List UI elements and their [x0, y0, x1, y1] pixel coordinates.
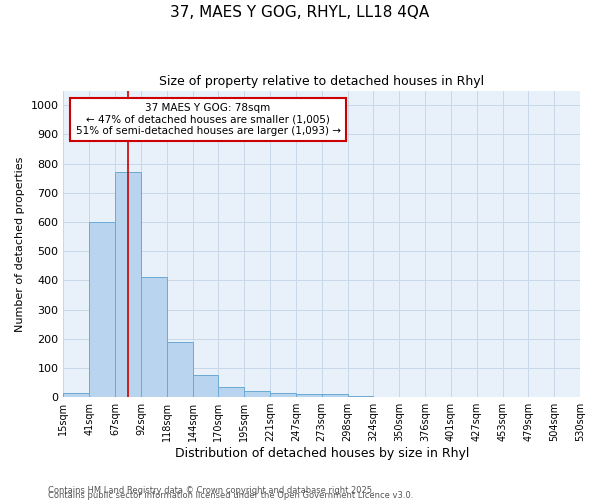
Text: 37 MAES Y GOG: 78sqm
← 47% of detached houses are smaller (1,005)
51% of semi-de: 37 MAES Y GOG: 78sqm ← 47% of detached h…	[76, 103, 341, 136]
Bar	[141, 278, 167, 397]
Bar	[167, 342, 193, 397]
Bar	[64, 393, 89, 397]
Bar	[244, 392, 270, 397]
X-axis label: Distribution of detached houses by size in Rhyl: Distribution of detached houses by size …	[175, 447, 469, 460]
Bar	[193, 376, 218, 397]
Bar	[347, 396, 373, 397]
Bar	[89, 222, 115, 397]
Bar	[296, 394, 322, 397]
Bar	[218, 387, 244, 397]
Text: Contains HM Land Registry data © Crown copyright and database right 2025.: Contains HM Land Registry data © Crown c…	[48, 486, 374, 495]
Text: Contains public sector information licensed under the Open Government Licence v3: Contains public sector information licen…	[48, 491, 413, 500]
Y-axis label: Number of detached properties: Number of detached properties	[15, 156, 25, 332]
Text: 37, MAES Y GOG, RHYL, LL18 4QA: 37, MAES Y GOG, RHYL, LL18 4QA	[170, 5, 430, 20]
Bar	[115, 172, 141, 397]
Title: Size of property relative to detached houses in Rhyl: Size of property relative to detached ho…	[159, 75, 484, 88]
Bar	[322, 394, 347, 397]
Bar	[270, 393, 296, 397]
